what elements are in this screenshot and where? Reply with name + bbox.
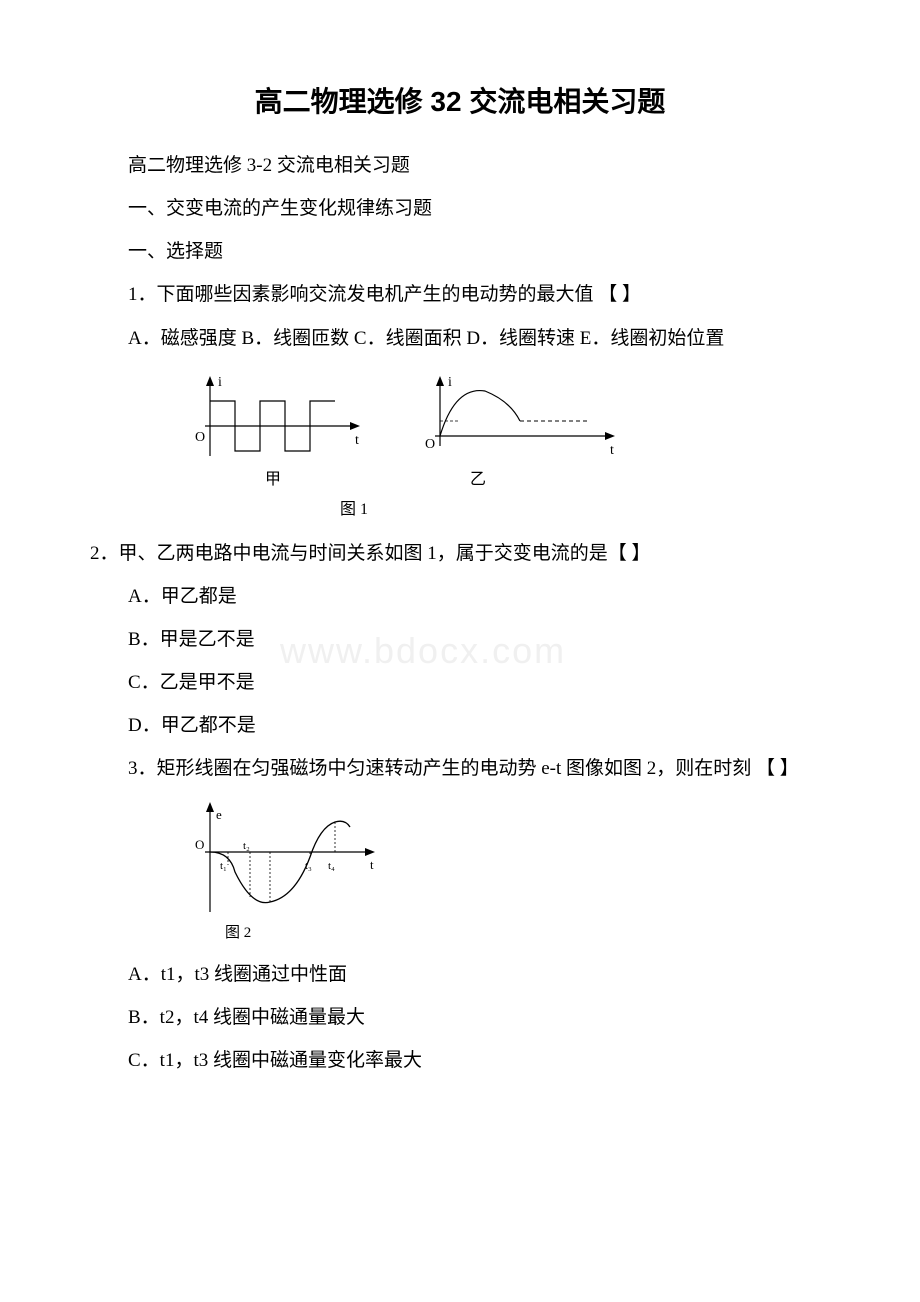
section-heading-1: 一、交变电流的产生变化规律练习题	[90, 191, 830, 226]
page-title: 高二物理选修 32 交流电相关习题	[90, 80, 830, 120]
tick-t2: t₂	[243, 840, 250, 852]
figure-1: i t O 甲 i t O	[180, 366, 830, 526]
question-2-option-d: D．甲乙都不是	[90, 708, 830, 743]
figure-2: e t O t₁ t₂ t₃ t₄ 图 2	[180, 797, 830, 947]
tick-t4: t₄	[328, 860, 335, 872]
axis-origin: O	[195, 430, 205, 445]
subtitle: 高二物理选修 3-2 交流电相关习题	[90, 148, 830, 183]
figure1-caption: 图 1	[340, 501, 368, 518]
question-2-option-b: B．甲是乙不是	[90, 622, 830, 657]
axis-origin-3: O	[195, 837, 204, 852]
axis-label-t: t	[355, 433, 359, 448]
figure1-label-jia: 甲	[265, 471, 281, 488]
tick-t3: t₃	[305, 860, 312, 872]
axis-label-t-3: t	[370, 857, 374, 872]
axis-label-i: i	[218, 375, 222, 390]
question-2-option-a: A．甲乙都是	[90, 579, 830, 614]
figure1-label-yi: 乙	[470, 471, 486, 488]
question-3-option-b: B．t2，t4 线圈中磁通量最大	[90, 1000, 830, 1035]
axis-label-i-2: i	[448, 375, 452, 390]
question-1-options: A．磁感强度 B．线圈匝数 C．线圈面积 D．线圈转速 E．线圈初始位置	[90, 321, 830, 356]
question-1-text: 1．下面哪些因素影响交流发电机产生的电动势的最大值 【 】	[90, 277, 830, 312]
question-2-text: 2．甲、乙两电路中电流与时间关系如图 1，属于交变电流的是【 】	[90, 536, 830, 571]
question-3-option-a: A．t1，t3 线圈通过中性面	[90, 957, 830, 992]
question-3-option-c: C．t1，t3 线圈中磁通量变化率最大	[90, 1043, 830, 1078]
axis-label-e: e	[216, 807, 222, 822]
tick-t1: t₁	[220, 860, 227, 872]
question-3-text: 3．矩形线圈在匀强磁场中匀速转动产生的电动势 e-t 图像如图 2，则在时刻 【…	[90, 751, 830, 786]
figure2-caption: 图 2	[225, 924, 251, 941]
section-heading-2: 一、选择题	[90, 234, 830, 269]
axis-origin-2: O	[425, 437, 435, 452]
question-2-option-c: C．乙是甲不是	[90, 665, 830, 700]
axis-label-t-2: t	[610, 443, 614, 458]
